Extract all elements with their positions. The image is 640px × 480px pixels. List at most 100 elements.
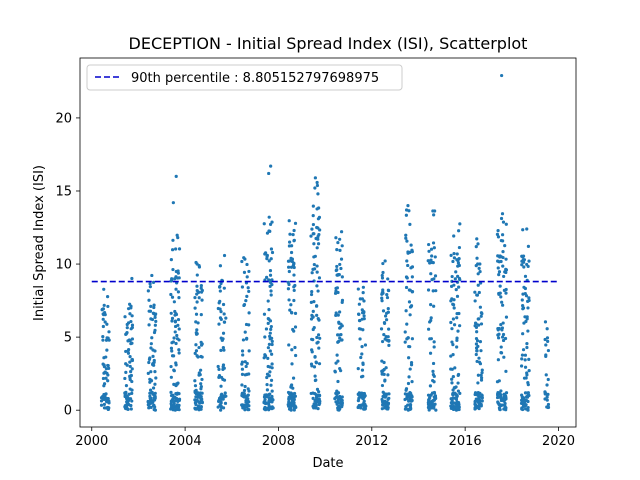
scatter-point <box>358 395 362 399</box>
scatter-point <box>409 363 414 367</box>
scatter-point <box>526 264 530 269</box>
scatter-point <box>501 338 506 343</box>
y-tick-label: 10 <box>55 258 72 273</box>
scatter-point <box>221 367 225 372</box>
scatter-point <box>455 258 459 262</box>
scatter-point <box>267 374 271 378</box>
scatter-point <box>125 363 129 367</box>
scatter-point <box>194 343 198 347</box>
scatter-point <box>315 183 320 188</box>
scatter-point <box>361 396 365 400</box>
scatter-point <box>381 402 385 407</box>
scatter-point <box>128 378 132 382</box>
scatter-point <box>504 222 508 226</box>
scatter-point <box>546 348 551 353</box>
scatter-point <box>408 313 412 317</box>
scatter-point <box>520 298 524 302</box>
scatter-point <box>242 388 247 393</box>
scatter-point <box>381 270 385 275</box>
scatter-point <box>455 252 459 256</box>
scatter-point <box>198 391 203 395</box>
scatter-point <box>362 399 366 403</box>
scatter-point <box>456 389 460 393</box>
scatter-point <box>428 337 432 341</box>
scatter-point <box>219 405 224 409</box>
scatter-point <box>430 260 434 265</box>
scatter-point <box>500 212 505 216</box>
scatter-point <box>339 257 344 261</box>
scatter-point <box>270 220 274 224</box>
scatter-point <box>150 399 154 403</box>
scatter-point <box>521 255 525 259</box>
scatter-point <box>311 222 316 227</box>
scatter-point <box>310 337 314 341</box>
scatter-point <box>199 382 203 386</box>
scatter-point <box>403 407 408 411</box>
scatter-point <box>410 250 414 254</box>
scatter-point <box>316 237 320 241</box>
scatter-point <box>381 309 386 313</box>
scatter-point <box>479 378 484 382</box>
scatter-point <box>475 349 479 353</box>
scatter-point <box>405 276 409 280</box>
scatter-point <box>502 274 506 279</box>
scatter-point <box>361 291 365 295</box>
scatter-point <box>496 358 500 362</box>
scatter-point <box>521 306 526 310</box>
scatter-point <box>478 340 483 344</box>
scatter-point <box>106 379 110 383</box>
scatter-point <box>504 270 508 275</box>
scatter-point <box>521 348 526 352</box>
scatter-point <box>247 289 251 294</box>
scatter-point <box>292 261 296 265</box>
scatter-point <box>219 384 223 388</box>
chart-title: DECEPTION - Initial Spread Index (ISI), … <box>129 34 528 53</box>
scatter-point <box>362 407 366 411</box>
scatter-point <box>382 321 387 325</box>
scatter-point <box>498 291 502 295</box>
scatter-point <box>293 394 297 398</box>
scatter-point <box>428 403 433 408</box>
scatter-point <box>270 339 274 343</box>
scatter-point <box>289 265 294 269</box>
scatter-point <box>266 299 270 303</box>
scatter-point <box>434 396 438 400</box>
scatter-point <box>170 316 175 320</box>
scatter-point <box>457 263 461 268</box>
scatter-point <box>240 372 245 376</box>
scatter-point <box>386 401 391 405</box>
scatter-point <box>407 375 411 379</box>
scatter-point <box>269 327 273 331</box>
scatter-point <box>288 308 292 312</box>
scatter-point <box>496 393 500 397</box>
scatter-point <box>474 245 478 249</box>
y-tick-label: 20 <box>55 111 72 126</box>
scatter-point <box>288 232 292 236</box>
scatter-point <box>293 221 298 225</box>
scatter-point <box>148 401 153 405</box>
scatter-point <box>223 401 228 405</box>
scatter-point <box>267 215 271 219</box>
scatter-point <box>199 354 203 359</box>
scatter-point <box>362 299 366 303</box>
scatter-point <box>195 328 199 332</box>
scatter-point <box>458 324 462 328</box>
scatter-point <box>357 319 362 323</box>
scatter-point <box>546 339 550 344</box>
scatter-point <box>456 261 461 265</box>
scatter-point <box>339 397 343 401</box>
scatter-point <box>200 298 204 302</box>
scatter-point <box>338 310 342 314</box>
scatter-point <box>455 345 459 349</box>
scatter-point <box>361 328 365 332</box>
scatter-point <box>314 403 318 407</box>
scatter-point <box>153 323 157 327</box>
scatter-point <box>107 330 111 334</box>
scatter-point <box>130 357 134 362</box>
scatter-point <box>289 256 293 260</box>
scatter-point <box>286 259 291 263</box>
scatter-point <box>129 403 133 408</box>
scatter-point <box>241 338 246 342</box>
scatter-point <box>218 284 222 289</box>
scatter-point <box>336 340 340 344</box>
